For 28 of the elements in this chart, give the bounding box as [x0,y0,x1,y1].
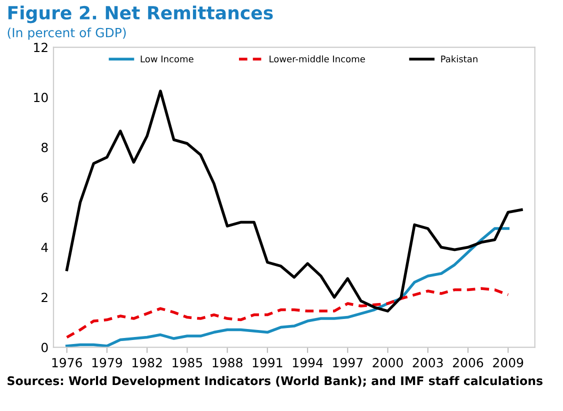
line-series [65,287,510,339]
x-tick-label: 1982 [132,358,162,368]
legend-label: Lower-middle Income [270,55,365,62]
y-tick-label: 2 [42,292,48,302]
x-tick-label: 1988 [212,358,242,368]
x-tick-label: 2009 [493,358,524,368]
x-tick-label: 2006 [453,358,484,368]
legend-label: Pakistan [441,55,478,62]
y-tick-label: 0 [41,342,48,352]
x-tick-label: 1997 [333,358,362,368]
y-tick-label: 8 [42,142,48,152]
y-tick-label: 10 [34,92,48,102]
x-tick-label: 1985 [172,358,202,368]
x-tick-label: 1979 [92,358,122,368]
x-tick-label: 1991 [252,358,282,368]
x-tick-label: 2003 [412,358,443,368]
chart-title: Figure 2. Net Remittances [8,6,273,24]
x-tick-label: 1976 [52,358,82,368]
y-tick-label: 4 [41,242,48,252]
line-series [65,90,523,312]
y-tick-label: 12 [34,42,48,52]
x-tick-label: 1994 [293,358,323,368]
source-note: Sources: World Development Indicators (World Bank); and IMF staff calculations [8,376,542,388]
legend-label: Low Income [140,56,194,62]
x-tick-label: 2000 [372,358,403,368]
chart-subtitle: (In percent of GDP) [8,28,126,40]
y-tick-label: 6 [42,192,48,202]
line-series [65,227,510,348]
